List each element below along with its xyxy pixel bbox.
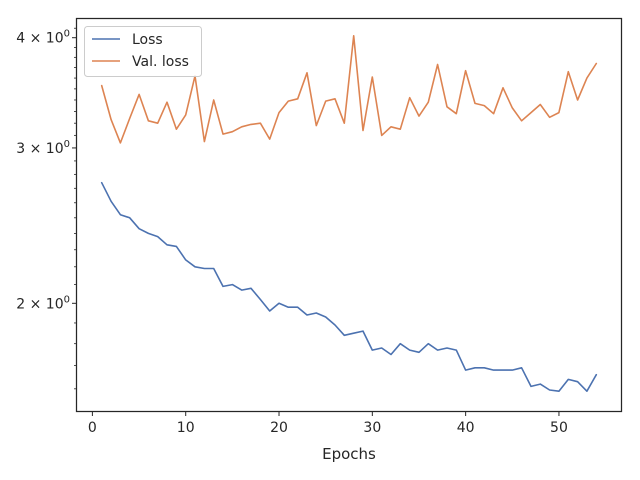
y-tick-label: 4 × 100: [16, 29, 70, 47]
series-line-loss: [100, 181, 598, 393]
x-tick-label: 50: [550, 420, 568, 436]
series-lines: [100, 34, 598, 393]
y-tick-label: 3 × 100: [16, 139, 70, 157]
x-tick-label: 20: [270, 420, 288, 436]
y-axis: 2 × 100 3 × 100 4 × 100: [16, 27, 77, 390]
x-tick-label: 30: [363, 420, 381, 436]
legend-label-loss: Loss: [132, 32, 163, 48]
legend-label-val-loss: Val. loss: [132, 54, 189, 70]
x-tick-label: 40: [457, 420, 475, 436]
plot-frame: [75, 17, 623, 413]
legend: Loss Val. loss: [84, 26, 202, 77]
x-tick-label: 10: [177, 420, 195, 436]
x-axis: 0 10 20 30 40 50: [88, 411, 568, 436]
series-line-val-loss: [100, 34, 598, 144]
x-tick-label: 0: [88, 420, 97, 436]
y-tick-label: 2 × 100: [16, 294, 70, 312]
x-axis-label: Epochs: [322, 445, 376, 463]
